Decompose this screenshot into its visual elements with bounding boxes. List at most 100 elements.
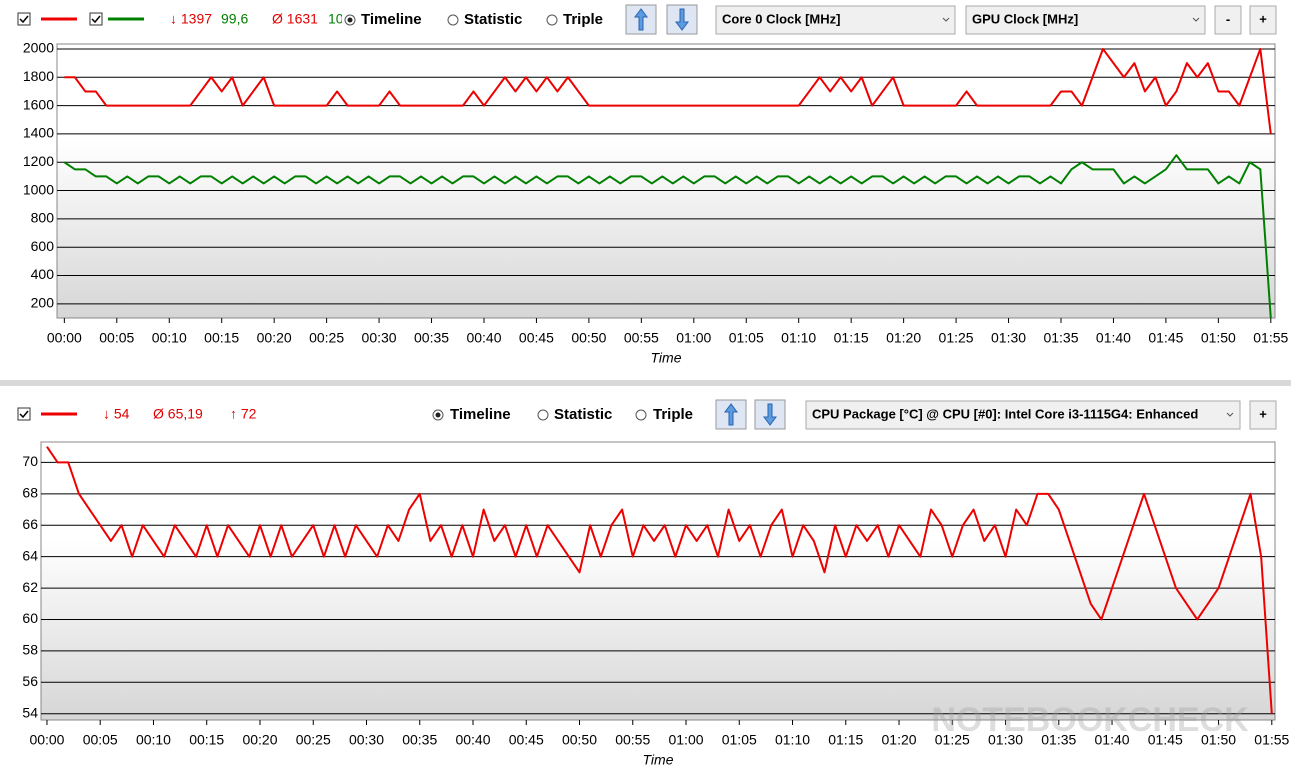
button[interactable] [1214,5,1242,35]
radio-label[interactable]: Triple [563,11,603,28]
x-tick-label: 01:35 [1043,330,1078,346]
y-tick-label: 1200 [23,153,54,169]
x-tick-label: 01:30 [991,330,1026,346]
y-tick-label: 1400 [23,125,54,141]
toolbar-bottom: ↓ 54 Ø 65,19 ↑ 72 Timeline Statistic Tri… [17,399,1277,430]
x-tick-label: 01:40 [1095,732,1130,748]
y-tick-label: 400 [31,266,55,282]
x-tick-label: 01:05 [729,330,764,346]
series-line [64,47,1272,135]
x-tick-label: 00:55 [615,732,650,748]
x-tick-label: 01:20 [882,732,917,748]
chevron [1226,412,1234,417]
x-tick-label: 01:50 [1201,732,1236,748]
x-tick-label: 00:30 [362,330,397,346]
x-tick-label: 01:25 [939,330,974,346]
x-tick-label: 00:55 [624,330,659,346]
select[interactable] [965,5,1206,35]
radio-label[interactable]: Statistic [554,406,612,423]
button-label[interactable]: - [1226,11,1230,26]
y-tick-label: 800 [31,210,55,226]
radio-label[interactable]: Triple [653,406,693,423]
radio[interactable] [447,14,459,26]
select-label[interactable]: GPU Clock [MHz] [972,11,1078,26]
x-tick-label: 00:00 [47,330,82,346]
stat: ↓ 54 [103,406,130,422]
x-tick-label: 00:45 [509,732,544,748]
radio-label[interactable]: Statistic [464,11,522,28]
y-tick-label: 54 [22,704,38,720]
y-tick-label: 62 [22,579,38,595]
x-tick-label: 00:20 [242,732,277,748]
x-tick-label: 01:55 [1253,330,1288,346]
splitter[interactable] [0,380,1291,386]
button-label[interactable]: + [1259,11,1267,26]
y-tick-label: 68 [22,485,38,501]
radio-label[interactable]: Timeline [361,11,422,28]
x-tick-label: 00:25 [296,732,331,748]
x-tick-label: 00:35 [414,330,449,346]
stat: ↓ 1397 [170,11,212,27]
y-tick-label: 1000 [23,181,54,197]
up-icon [634,8,648,31]
x-tick-label: 00:20 [257,330,292,346]
x-tick-label: 01:45 [1148,330,1183,346]
plots: 200 400 600 800 1000 1200 1400 1600 1800 2000 00:0… [22,40,1289,768]
button[interactable] [1249,400,1277,430]
x-tick-label: 00:30 [349,732,384,748]
x-tick-label: 00:25 [309,330,344,346]
button-label[interactable]: + [1259,406,1267,421]
x-tick-label: 00:15 [204,330,239,346]
y-tick-label: 66 [22,516,38,532]
series-line [63,154,1272,319]
select-label[interactable]: Core 0 Clock [MHz] [722,11,840,26]
radio[interactable] [537,409,549,421]
stat: 10 [328,11,344,27]
y-tick-label: 60 [22,610,38,626]
x-tick-label: 01:20 [886,330,921,346]
radio-label[interactable]: Timeline [450,406,511,423]
toolbar-top: ↓ 1397 99,6 Ø 1631 10 Timeline Statistic… [17,4,1277,35]
x-tick-label: 01:05 [722,732,757,748]
select[interactable] [805,400,1241,430]
x-tick-label: 01:45 [1148,732,1183,748]
x-tick-label: 00:05 [99,330,134,346]
y-tick-label: 600 [31,238,55,254]
radio-dot [347,17,353,23]
y-tick-label: 70 [22,453,38,469]
x-tick-label: 01:55 [1254,732,1289,748]
x-tick-label: 00:45 [519,330,554,346]
check [19,410,29,419]
x-tick-label: 00:15 [189,732,224,748]
checkbox[interactable] [17,407,31,421]
down-icon [763,403,777,426]
checkbox[interactable] [89,12,103,26]
x-tick-label: 01:50 [1201,330,1236,346]
x-tick-label: 01:15 [828,732,863,748]
x-tick-label: 01:40 [1096,330,1131,346]
radio[interactable] [546,14,558,26]
plot-area [40,441,1276,721]
x-tick-label: 01:25 [935,732,970,748]
select[interactable] [715,5,956,35]
x-tick-label: 00:00 [29,732,64,748]
radio[interactable] [635,409,647,421]
checkbox[interactable] [17,12,31,26]
y-tick-label: 56 [22,673,38,689]
y-tick-label: 200 [31,295,55,311]
x-tick-label: 01:00 [676,330,711,346]
x-tick-label: 01:10 [775,732,810,748]
stat: Ø 65,19 [153,406,203,422]
y-tick-label: 1600 [23,96,54,112]
down-icon [675,8,689,31]
x-tick-label: 00:50 [562,732,597,748]
stat: ↑ 72 [230,406,257,422]
up-icon [724,403,738,426]
button[interactable] [1249,5,1277,35]
x-tick-label: 00:50 [571,330,606,346]
select-label[interactable]: CPU Package [°C] @ CPU [#0]: Intel Core … [812,406,1198,421]
check [91,15,101,24]
stat: Ø 1631 [272,11,318,27]
